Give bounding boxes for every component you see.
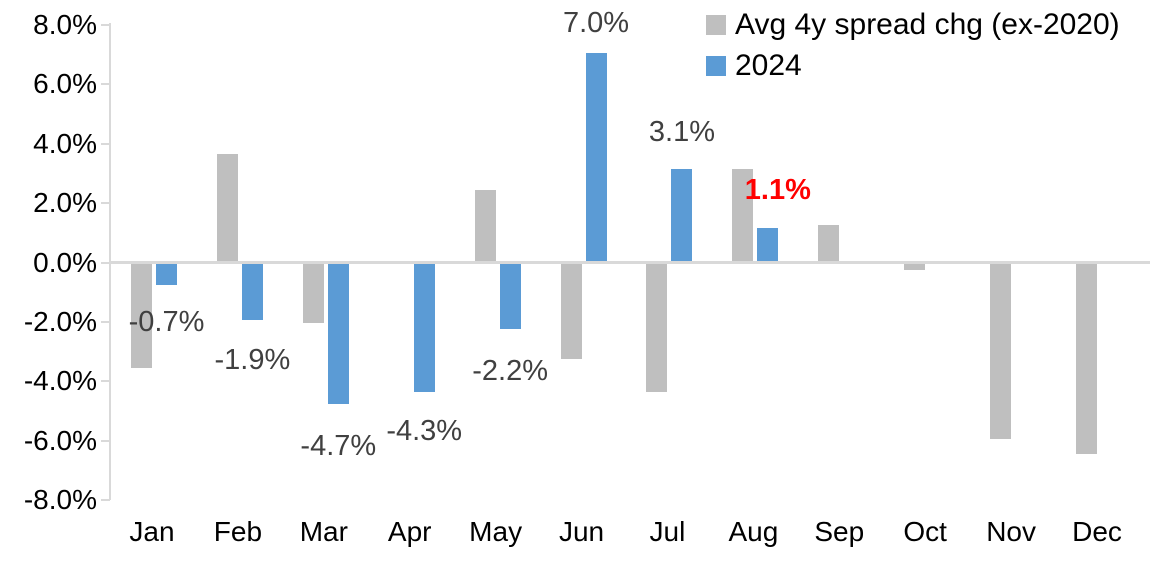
bar-jun-2024 xyxy=(585,53,607,261)
y-tick-mark xyxy=(101,202,110,205)
bar-sep-avg xyxy=(818,225,840,261)
x-tick-label-may: May xyxy=(469,516,523,547)
legend-item-avg-spread: Avg 4y spread chg (ex-2020) xyxy=(706,8,1120,41)
bar-jan-avg xyxy=(131,264,152,368)
data-label-jan: -0.7% xyxy=(128,305,205,338)
legend-item-2024: 2024 xyxy=(706,49,1120,82)
y-tick-label: 0.0% xyxy=(33,246,97,278)
bar-may-avg xyxy=(474,189,496,261)
y-tick-mark xyxy=(101,439,110,442)
data-label-feb: -1.9% xyxy=(214,344,291,377)
x-tick-label-feb: Feb xyxy=(213,516,263,547)
data-label-may: -2.2% xyxy=(472,355,549,388)
y-tick-label: 6.0% xyxy=(33,68,97,100)
x-tick-label-jun: Jun xyxy=(558,516,605,547)
y-tick-mark xyxy=(101,499,110,501)
y-tick-label: -2.0% xyxy=(23,305,97,337)
data-label-jul: 3.1% xyxy=(648,115,716,148)
y-tick-label: -4.0% xyxy=(23,365,97,397)
y-tick-label: 4.0% xyxy=(33,127,97,159)
bar-aug-avg xyxy=(732,168,754,261)
y-tick-mark xyxy=(101,142,110,145)
y-tick-label: -6.0% xyxy=(23,424,97,456)
zero-gridline xyxy=(110,261,1150,264)
x-tick-label-nov: Nov xyxy=(986,516,1036,547)
bar-jul-2024 xyxy=(671,168,693,261)
bar-nov-avg xyxy=(990,264,1012,440)
x-tick-label-sep: Sep xyxy=(814,516,865,547)
y-tick-mark xyxy=(101,380,110,383)
x-tick-label-apr: Apr xyxy=(387,516,432,547)
data-label-mar: -4.7% xyxy=(300,429,377,462)
y-tick-label: 8.0% xyxy=(33,9,97,40)
bar-dec-avg xyxy=(1076,264,1097,454)
legend-label-2024: 2024 xyxy=(735,48,802,82)
y-tick-mark xyxy=(101,83,110,86)
y-tick-mark xyxy=(101,24,110,26)
y-tick-mark xyxy=(101,320,110,323)
legend: Avg 4y spread chg (ex-2020) 2024 xyxy=(706,8,1120,90)
x-tick-label-jan: Jan xyxy=(129,516,175,547)
data-label-apr: -4.3% xyxy=(386,414,463,447)
bar-oct-avg xyxy=(904,264,926,270)
bar-jun-avg xyxy=(560,264,582,359)
y-tick-label: 2.0% xyxy=(33,187,97,219)
y-tick-label: -8.0% xyxy=(23,484,97,515)
bar-aug-2024 xyxy=(757,228,779,261)
bar-mar-avg xyxy=(302,264,324,324)
legend-swatch-gray xyxy=(706,14,726,35)
bar-feb-2024 xyxy=(241,264,263,321)
x-tick-label-dec: Dec xyxy=(1072,516,1122,547)
x-tick-label-mar: Mar xyxy=(299,516,348,547)
bar-feb-avg xyxy=(216,154,238,261)
bar-may-2024 xyxy=(499,264,521,330)
legend-swatch-blue xyxy=(706,55,726,76)
x-tick-label-aug: Aug xyxy=(728,516,779,547)
data-label-aug: 1.1% xyxy=(744,174,811,207)
bar-jan-2024 xyxy=(156,264,177,285)
bar-mar-2024 xyxy=(327,264,349,404)
bar-apr-2024 xyxy=(413,264,435,392)
x-tick-label-oct: Oct xyxy=(903,516,947,547)
y-tick-mark xyxy=(101,261,110,264)
data-label-jun: 7.0% xyxy=(562,7,630,40)
legend-label-avg-spread: Avg 4y spread chg (ex-2020) xyxy=(735,7,1120,41)
x-tick-label-jul: Jul xyxy=(649,516,686,547)
bar-jul-avg xyxy=(646,264,668,392)
